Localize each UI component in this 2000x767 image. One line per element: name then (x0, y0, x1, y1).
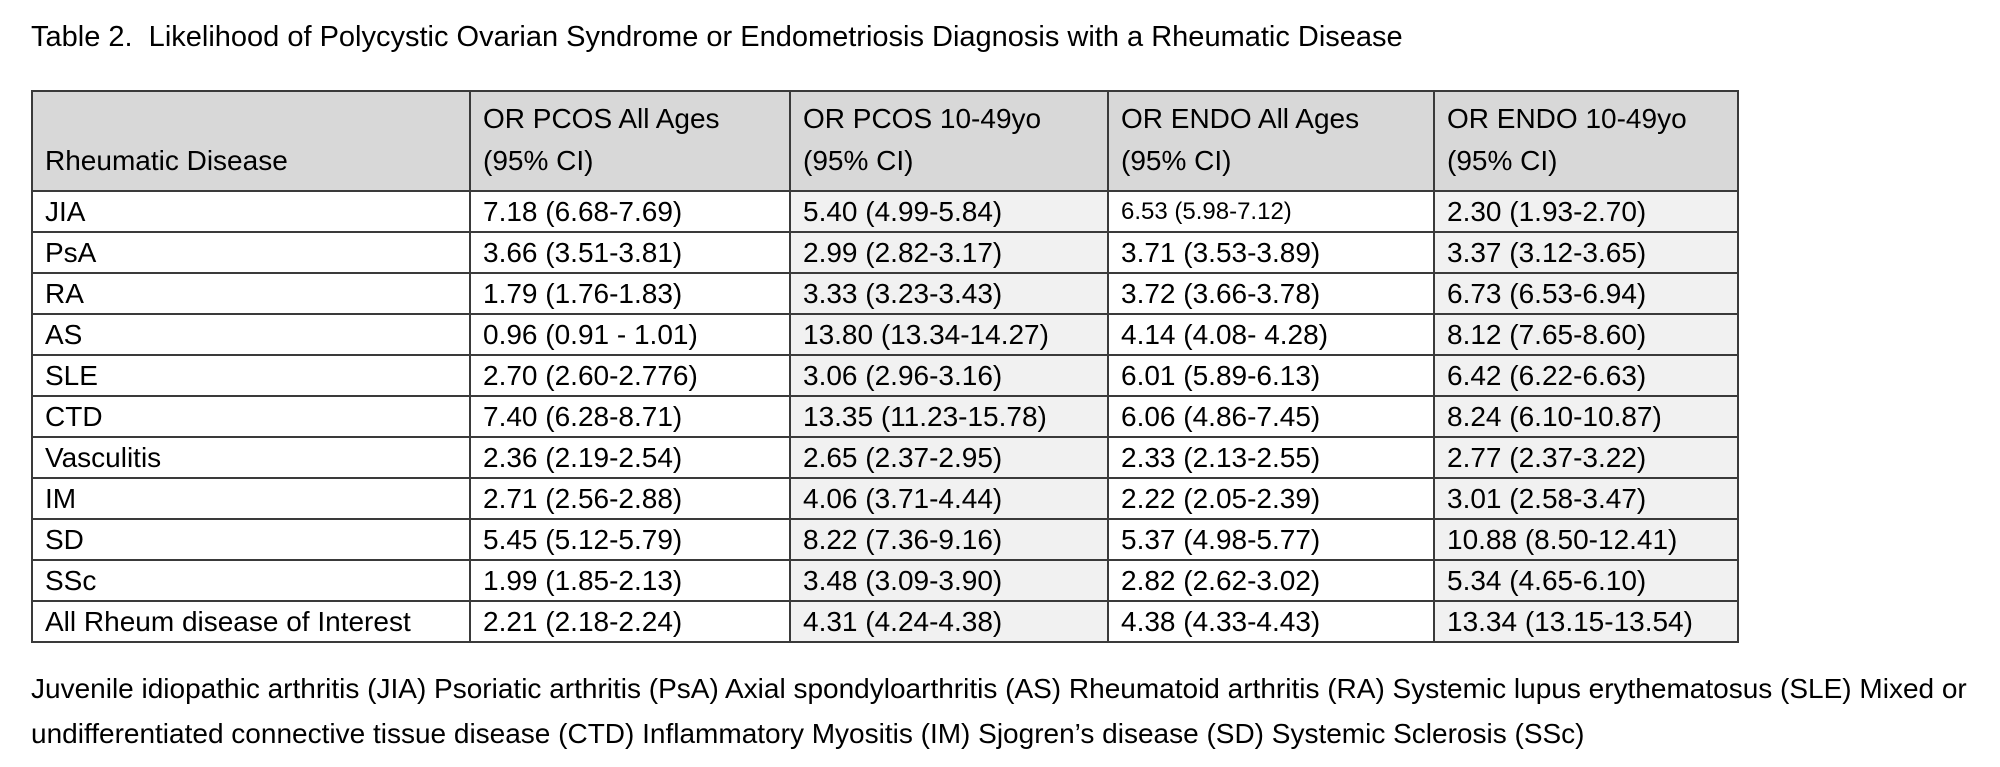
cell-pcos-10-49yo: 13.35 (11.23-15.78) (789, 395, 1109, 438)
table-row-all-rheum: All Rheum disease of Interest 2.21 (2.18… (31, 600, 1739, 643)
cell-endo-all-ages: 3.72 (3.66-3.78) (1107, 272, 1435, 315)
cell-endo-all-ages: 4.14 (4.08- 4.28) (1107, 313, 1435, 356)
table-row-im: IM 2.71 (2.56-2.88) 4.06 (3.71-4.44) 2.2… (31, 477, 1739, 520)
cell-pcos-10-49yo: 3.48 (3.09-3.90) (789, 559, 1109, 602)
col-header-label: OR ENDO All Ages (1121, 103, 1360, 134)
cell-pcos-all-ages: 3.66 (3.51-3.81) (469, 231, 791, 274)
cell-endo-10-49yo: 2.77 (2.37-3.22) (1433, 436, 1739, 479)
cell-pcos-all-ages: 5.45 (5.12-5.79) (469, 518, 791, 561)
cell-endo-all-ages: 5.37 (4.98-5.77) (1107, 518, 1435, 561)
table-row-psa: PsA 3.66 (3.51-3.81) 2.99 (2.82-3.17) 3.… (31, 231, 1739, 274)
cell-endo-all-ages: 6.53 (5.98-7.12) (1107, 190, 1435, 233)
table-row-ssc: SSc 1.99 (1.85-2.13) 3.48 (3.09-3.90) 2.… (31, 559, 1739, 602)
cell-pcos-10-49yo: 13.80 (13.34-14.27) (789, 313, 1109, 356)
odds-ratio-table: Rheumatic Disease OR PCOS All Ages (95% C… (31, 90, 1739, 643)
col-header-label: OR PCOS 10-49yo (803, 103, 1042, 134)
table-row-jia: JIA 7.18 (6.68-7.69) 5.40 (4.99-5.84) 6.… (31, 190, 1739, 233)
cell-endo-10-49yo: 13.34 (13.15-13.54) (1433, 600, 1739, 643)
cell-endo-10-49yo: 3.37 (3.12-3.65) (1433, 231, 1739, 274)
cell-pcos-all-ages: 2.71 (2.56-2.88) (469, 477, 791, 520)
cell-pcos-10-49yo: 5.40 (4.99-5.84) (789, 190, 1109, 233)
cell-pcos-all-ages: 7.18 (6.68-7.69) (469, 190, 791, 233)
col-header-or-endo-10-49yo: OR ENDO 10-49yo (95% CI) (1433, 90, 1739, 192)
cell-pcos-10-49yo: 3.33 (3.23-3.43) (789, 272, 1109, 315)
cell-endo-all-ages: 4.38 (4.33-4.43) (1107, 600, 1435, 643)
col-header-label: OR ENDO 10-49yo (1447, 103, 1687, 134)
cell-disease: JIA (31, 190, 471, 233)
table-row-ctd: CTD 7.40 (6.28-8.71) 13.35 (11.23-15.78)… (31, 395, 1739, 438)
cell-endo-all-ages: 2.22 (2.05-2.39) (1107, 477, 1435, 520)
cell-endo-10-49yo: 3.01 (2.58-3.47) (1433, 477, 1739, 520)
col-header-or-endo-all-ages: OR ENDO All Ages (95% CI) (1107, 90, 1435, 192)
table-row-sd: SD 5.45 (5.12-5.79) 8.22 (7.36-9.16) 5.3… (31, 518, 1739, 561)
cell-pcos-all-ages: 0.96 (0.91 - 1.01) (469, 313, 791, 356)
table-row-vasculitis: Vasculitis 2.36 (2.19-2.54) 2.65 (2.37-2… (31, 436, 1739, 479)
cell-pcos-all-ages: 7.40 (6.28-8.71) (469, 395, 791, 438)
cell-disease: PsA (31, 231, 471, 274)
cell-disease: RA (31, 272, 471, 315)
cell-endo-all-ages: 6.06 (4.86-7.45) (1107, 395, 1435, 438)
cell-pcos-10-49yo: 4.06 (3.71-4.44) (789, 477, 1109, 520)
table-row-sle: SLE 2.70 (2.60-2.776) 3.06 (2.96-3.16) 6… (31, 354, 1739, 397)
cell-disease: CTD (31, 395, 471, 438)
cell-endo-10-49yo: 6.73 (6.53-6.94) (1433, 272, 1739, 315)
cell-pcos-10-49yo: 2.65 (2.37-2.95) (789, 436, 1109, 479)
cell-pcos-all-ages: 2.21 (2.18-2.24) (469, 600, 791, 643)
cell-endo-10-49yo: 6.42 (6.22-6.63) (1433, 354, 1739, 397)
col-header-or-pcos-10-49yo: OR PCOS 10-49yo (95% CI) (789, 90, 1109, 192)
cell-disease: IM (31, 477, 471, 520)
cell-pcos-all-ages: 2.36 (2.19-2.54) (469, 436, 791, 479)
cell-endo-all-ages: 2.33 (2.13-2.55) (1107, 436, 1435, 479)
cell-endo-10-49yo: 8.12 (7.65-8.60) (1433, 313, 1739, 356)
cell-pcos-10-49yo: 4.31 (4.24-4.38) (789, 600, 1109, 643)
cell-pcos-10-49yo: 3.06 (2.96-3.16) (789, 354, 1109, 397)
cell-endo-all-ages: 6.01 (5.89-6.13) (1107, 354, 1435, 397)
cell-endo-10-49yo: 10.88 (8.50-12.41) (1433, 518, 1739, 561)
col-header-sub: (95% CI) (1447, 145, 1558, 176)
cell-pcos-10-49yo: 2.99 (2.82-3.17) (789, 231, 1109, 274)
abbreviations-footnote: Juvenile idiopathic arthritis (JIA) Psor… (31, 673, 1967, 750)
cell-pcos-all-ages: 1.79 (1.76-1.83) (469, 272, 791, 315)
col-header-label: OR PCOS All Ages (483, 103, 720, 134)
cell-endo-10-49yo: 8.24 (6.10-10.87) (1433, 395, 1739, 438)
cell-disease: SD (31, 518, 471, 561)
col-header-sub: (95% CI) (1121, 145, 1232, 176)
col-header-rheumatic-disease: Rheumatic Disease (31, 90, 471, 192)
col-header-label: Rheumatic Disease (45, 145, 288, 176)
cell-pcos-10-49yo: 8.22 (7.36-9.16) (789, 518, 1109, 561)
header-row: Rheumatic Disease OR PCOS All Ages (95% C… (31, 90, 1739, 192)
cell-disease: Vasculitis (31, 436, 471, 479)
table-row-ra: RA 1.79 (1.76-1.83) 3.33 (3.23-3.43) 3.7… (31, 272, 1739, 315)
cell-disease: All Rheum disease of Interest (31, 600, 471, 643)
cell-endo-all-ages: 3.71 (3.53-3.89) (1107, 231, 1435, 274)
cell-endo-10-49yo: 2.30 (1.93-2.70) (1433, 190, 1739, 233)
col-header-or-pcos-all-ages: OR PCOS All Ages (95% CI) (469, 90, 791, 192)
cell-disease: SLE (31, 354, 471, 397)
cell-pcos-all-ages: 2.70 (2.60-2.776) (469, 354, 791, 397)
col-header-sub: (95% CI) (483, 145, 594, 176)
cell-pcos-all-ages: 1.99 (1.85-2.13) (469, 559, 791, 602)
col-header-sub: (95% CI) (803, 145, 914, 176)
cell-endo-all-ages: 2.82 (2.62-3.02) (1107, 559, 1435, 602)
cell-disease: SSc (31, 559, 471, 602)
table-row-as: AS 0.96 (0.91 - 1.01) 13.80 (13.34-14.27… (31, 313, 1739, 356)
cell-disease: AS (31, 313, 471, 356)
table-caption: Table 2. Likelihood of Polycystic Ovaria… (31, 21, 1403, 53)
cell-endo-10-49yo: 5.34 (4.65-6.10) (1433, 559, 1739, 602)
